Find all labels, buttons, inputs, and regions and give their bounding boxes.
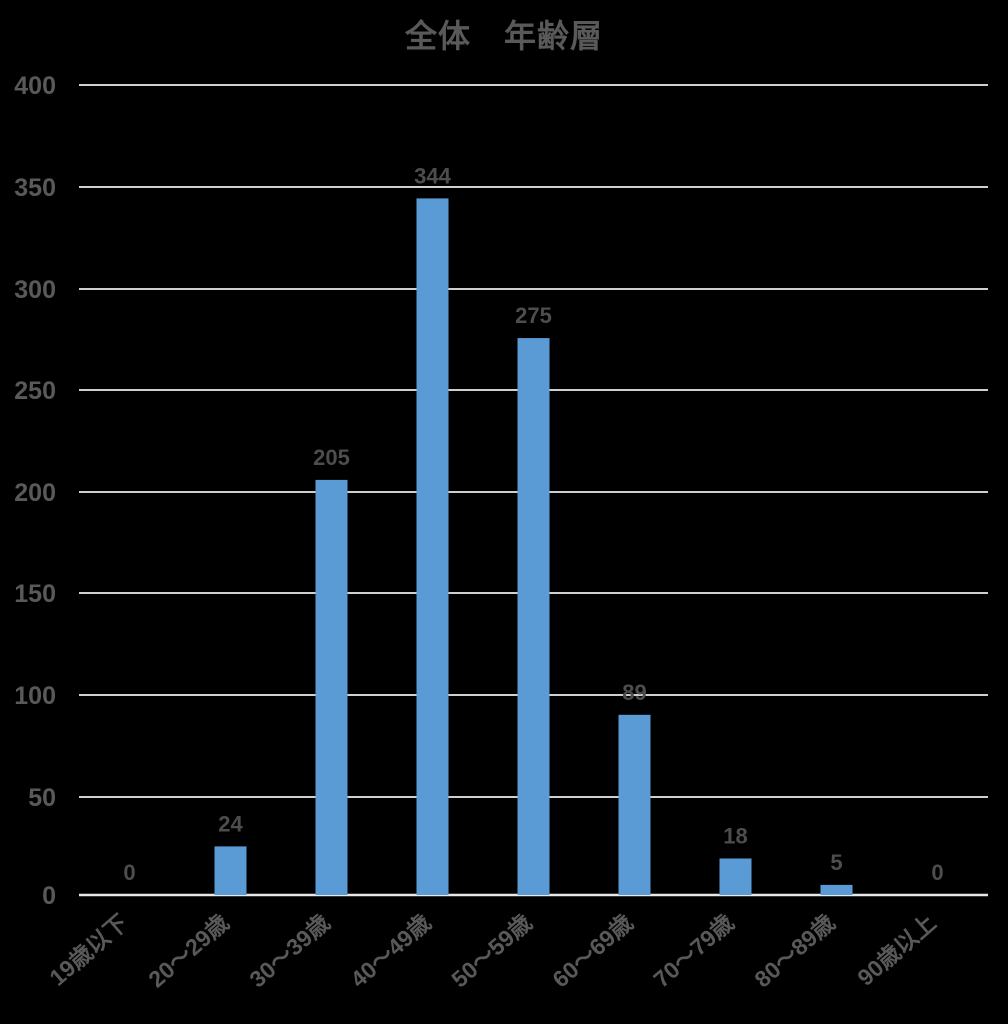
- svg-text:344: 344: [414, 163, 451, 188]
- svg-text:40〜49歳: 40〜49歳: [345, 909, 435, 992]
- svg-text:200: 200: [14, 479, 56, 507]
- svg-text:30〜39歳: 30〜39歳: [244, 909, 334, 992]
- svg-text:60〜69歳: 60〜69歳: [547, 909, 637, 992]
- svg-text:250: 250: [14, 377, 56, 405]
- svg-text:89: 89: [622, 680, 646, 705]
- svg-text:0: 0: [123, 860, 135, 885]
- svg-text:20〜29歳: 20〜29歳: [143, 909, 233, 992]
- svg-text:80〜89歳: 80〜89歳: [749, 909, 839, 992]
- svg-text:0: 0: [42, 882, 56, 910]
- svg-text:205: 205: [313, 445, 350, 470]
- svg-text:100: 100: [14, 682, 56, 710]
- svg-text:50〜59歳: 50〜59歳: [446, 909, 536, 992]
- svg-text:400: 400: [14, 72, 56, 100]
- svg-text:5: 5: [830, 850, 842, 875]
- svg-text:24: 24: [218, 811, 243, 836]
- svg-text:50: 50: [28, 784, 56, 812]
- svg-text:19歳以下: 19歳以下: [44, 909, 132, 991]
- svg-text:150: 150: [14, 580, 56, 608]
- svg-text:300: 300: [14, 276, 56, 304]
- svg-text:18: 18: [723, 824, 747, 849]
- svg-text:0: 0: [931, 860, 943, 885]
- svg-text:275: 275: [515, 303, 552, 328]
- svg-text:90歳以上: 90歳以上: [852, 909, 940, 991]
- svg-text:70〜79歳: 70〜79歳: [648, 909, 738, 992]
- svg-text:350: 350: [14, 174, 56, 202]
